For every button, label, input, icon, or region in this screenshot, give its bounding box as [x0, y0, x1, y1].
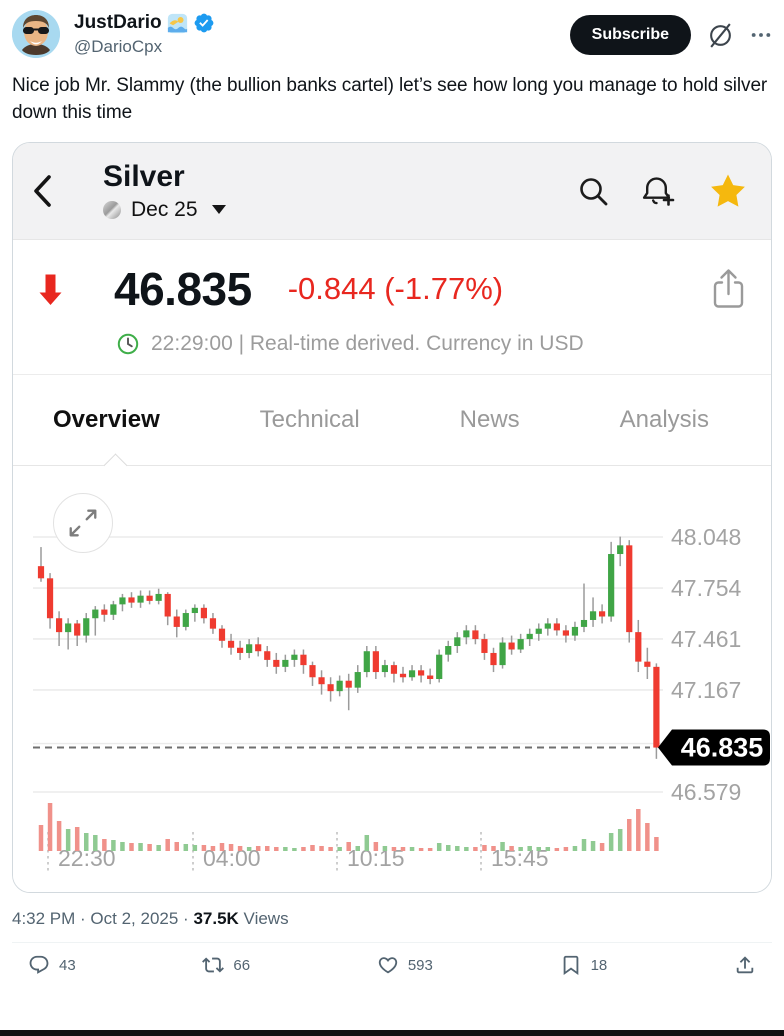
repost-button[interactable]: 66	[202, 954, 250, 976]
price-change: -0.844 (-1.77%)	[287, 271, 504, 306]
tweet-timestamp[interactable]: 4:32 PM · Oct 2, 2025 ·	[12, 909, 189, 928]
clock-icon	[117, 333, 139, 355]
like-count: 593	[407, 956, 433, 974]
like-button[interactable]: 593	[377, 954, 433, 976]
svg-text:47.167: 47.167	[671, 677, 741, 703]
tweet-action-bar: 43 66 593 18	[12, 942, 772, 976]
bookmark-icon	[563, 955, 578, 976]
svg-text:48.048: 48.048	[671, 524, 741, 550]
expand-arrows-icon	[69, 509, 97, 537]
share-export-icon	[713, 269, 744, 308]
contract-label: Dec 25	[131, 197, 198, 221]
app-header-icons	[578, 173, 747, 209]
favorite-star-icon[interactable]	[709, 173, 747, 209]
tweet-text: Nice job Mr. Slammy (the bullion banks c…	[12, 75, 768, 123]
tab-news[interactable]: News	[459, 406, 520, 433]
views-label: Views	[243, 909, 289, 928]
tweet-meta-row: 4:32 PM · Oct 2, 2025 · 37.5K Views	[12, 909, 772, 929]
tab-analysis[interactable]: Analysis	[619, 406, 709, 433]
tab-technical[interactable]: Technical	[259, 406, 360, 433]
back-icon[interactable]	[31, 174, 53, 208]
price-down-arrow-icon	[39, 274, 62, 305]
last-price: 46.835	[114, 263, 252, 315]
share-tweet-icon	[736, 956, 754, 974]
embedded-screenshot-card[interactable]: Silver Dec 25	[12, 142, 772, 893]
author-block: JustDario @DarioCpx	[74, 10, 570, 57]
author-handle[interactable]: @DarioCpx	[74, 37, 163, 56]
svg-text:47.461: 47.461	[671, 626, 741, 652]
header-controls: Subscribe	[569, 10, 772, 55]
repost-icon	[202, 957, 225, 973]
chart-section: 48.048 47.754 47.461 47.167 46.579 22:30 04:00…	[13, 466, 771, 892]
author-name[interactable]: JustDario	[74, 12, 162, 33]
tab-overview[interactable]: Overview	[53, 406, 160, 433]
svg-text:47.754: 47.754	[671, 575, 742, 601]
bookmark-count: 18	[590, 956, 608, 974]
bookmark-button[interactable]: 18	[560, 954, 608, 976]
avatar-image	[12, 10, 60, 58]
avatar[interactable]	[12, 10, 60, 58]
swimmer-emoji-icon	[167, 13, 187, 33]
price-line-and-badge: 46.835	[33, 729, 770, 766]
tweet: JustDario @DarioCpx Subscribe	[12, 10, 772, 976]
like-heart-icon	[378, 957, 397, 974]
bell-add-alert-icon[interactable]	[641, 174, 677, 208]
svg-text:46.579: 46.579	[671, 779, 741, 805]
repost-count: 66	[233, 956, 251, 974]
bottom-window-edge	[0, 1030, 784, 1036]
volume-bars	[38, 803, 659, 851]
quote-status-row: 22:29:00 | Real-time derived. Currency i…	[117, 332, 747, 356]
search-icon[interactable]	[578, 176, 609, 207]
instrument-title-block: Silver Dec 25	[103, 159, 226, 222]
verified-badge-icon	[194, 13, 214, 33]
reply-icon	[29, 955, 49, 974]
contract-selector[interactable]: Dec 25	[103, 198, 226, 222]
svg-text:46.835: 46.835	[681, 733, 764, 763]
share-export-button[interactable]	[710, 267, 747, 311]
expand-chart-button[interactable]	[53, 493, 113, 553]
share-tweet-button[interactable]	[734, 954, 756, 976]
subscribe-button[interactable]: Subscribe	[569, 15, 691, 55]
views-count: 37.5K	[193, 909, 239, 928]
chevron-down-icon	[211, 205, 226, 214]
tabs-bar: Overview Technical News Analysis	[13, 374, 771, 478]
price-section: 46.835 -0.844 (-1.77%) 22:29:00 | Real-t…	[13, 239, 771, 374]
app-header: Silver Dec 25	[13, 143, 771, 239]
reply-count: 43	[59, 956, 76, 974]
candles	[37, 536, 660, 759]
more-options-icon[interactable]	[750, 24, 772, 46]
instrument-name: Silver	[103, 159, 185, 193]
grok-icon[interactable]	[707, 22, 734, 49]
quote-status-text: 22:29:00 | Real-time derived. Currency i…	[151, 332, 584, 355]
reply-button[interactable]: 43	[28, 954, 76, 976]
silver-coin-icon	[103, 200, 121, 219]
tweet-header: JustDario @DarioCpx Subscribe	[12, 10, 772, 58]
